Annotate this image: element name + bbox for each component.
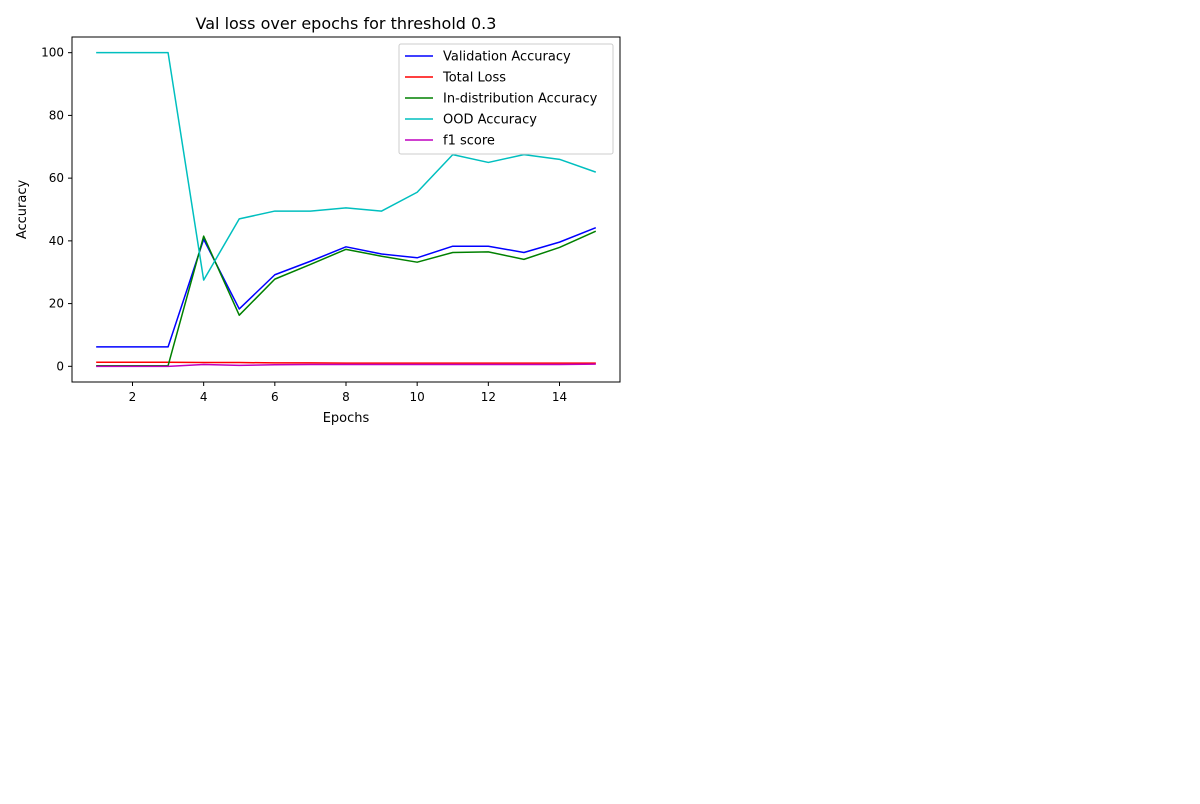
legend-box xyxy=(398,43,614,155)
legend-label-1: Total Loss xyxy=(442,71,506,86)
x-tick-label: 4 xyxy=(200,390,208,404)
chart-title: Val loss over epochs for threshold 0.3 xyxy=(196,14,497,33)
x-tick-label: 2 xyxy=(129,390,137,404)
series-line-3 xyxy=(96,51,597,281)
legend-label-4: f1 score xyxy=(443,134,495,149)
series-line-2 xyxy=(96,230,597,367)
x-tick-label: 6 xyxy=(271,390,279,404)
legend-label-3: OOD Accuracy xyxy=(443,113,537,128)
y-tick-label: 60 xyxy=(49,171,64,185)
x-tick-label: 12 xyxy=(481,390,496,404)
legend-label-2: In-distribution Accuracy xyxy=(443,92,598,107)
x-tick-label: 8 xyxy=(342,390,350,404)
y-tick-label: 40 xyxy=(49,234,64,248)
x-tick-label: 14 xyxy=(552,390,567,404)
x-tick-label: 10 xyxy=(410,390,425,404)
series-line-1 xyxy=(96,361,596,364)
y-tick-label: 80 xyxy=(49,108,64,122)
y-axis-label: Accuracy xyxy=(15,180,30,240)
y-tick-label: 0 xyxy=(56,359,64,373)
y-tick-label: 100 xyxy=(41,46,64,60)
y-tick-label: 20 xyxy=(49,297,64,311)
series-line-0 xyxy=(96,227,597,348)
series-line-4 xyxy=(96,363,596,368)
x-axis-label: Epochs xyxy=(323,411,370,426)
legend-label-0: Validation Accuracy xyxy=(443,50,571,65)
